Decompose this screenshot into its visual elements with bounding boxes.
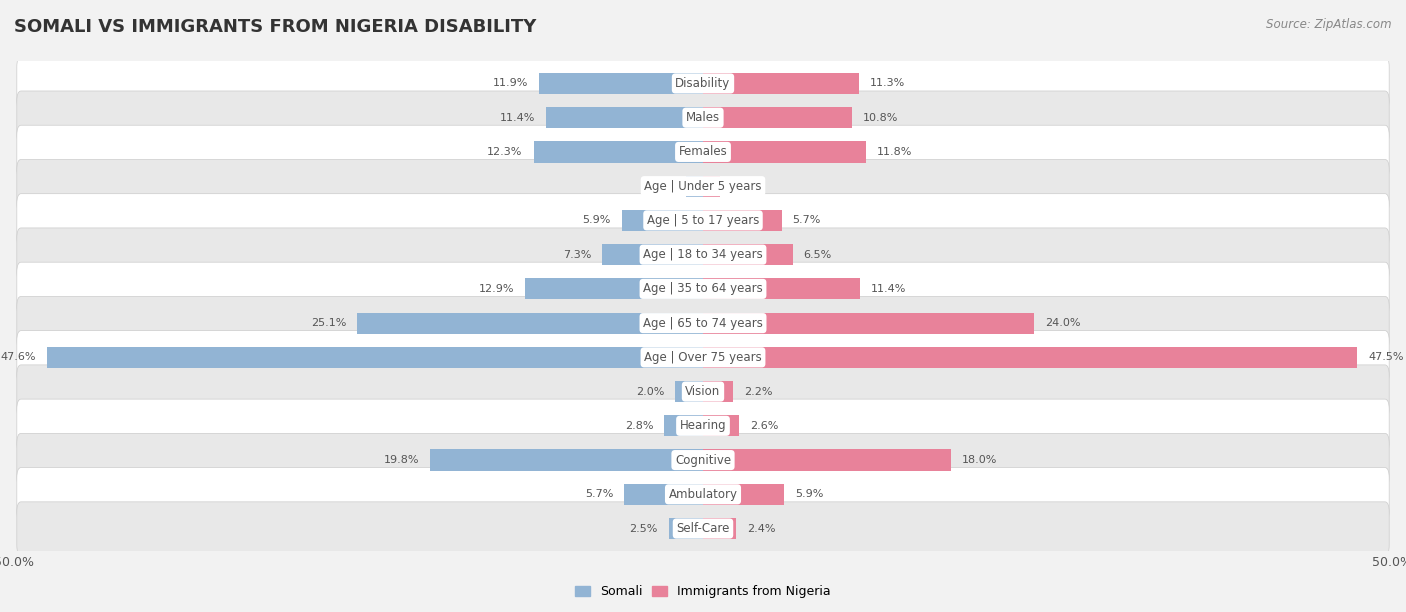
Legend: Somali, Immigrants from Nigeria: Somali, Immigrants from Nigeria [569,580,837,603]
FancyBboxPatch shape [17,91,1389,144]
Text: 2.4%: 2.4% [747,523,776,534]
Text: Self-Care: Self-Care [676,522,730,535]
Text: 25.1%: 25.1% [311,318,346,328]
Text: 6.5%: 6.5% [804,250,832,259]
Text: 12.3%: 12.3% [486,147,523,157]
Text: 2.6%: 2.6% [749,421,779,431]
Bar [703,449,950,471]
FancyBboxPatch shape [17,296,1389,350]
Bar [703,518,737,539]
Bar [624,483,703,505]
Text: 2.0%: 2.0% [636,387,665,397]
Text: Source: ZipAtlas.com: Source: ZipAtlas.com [1267,18,1392,31]
Text: 2.8%: 2.8% [624,421,654,431]
FancyBboxPatch shape [17,330,1389,384]
Text: 18.0%: 18.0% [962,455,997,465]
Bar [357,313,703,334]
Bar [621,210,703,231]
Bar [430,449,703,471]
FancyBboxPatch shape [17,365,1389,418]
Text: 5.9%: 5.9% [796,490,824,499]
Bar [703,73,859,94]
Text: 11.9%: 11.9% [492,78,529,89]
Bar [703,244,793,265]
Bar [533,141,703,163]
Text: 11.4%: 11.4% [499,113,534,122]
Text: Hearing: Hearing [679,419,727,432]
Text: Ambulatory: Ambulatory [668,488,738,501]
FancyBboxPatch shape [17,57,1389,110]
FancyBboxPatch shape [17,399,1389,452]
Bar [703,313,1033,334]
Bar [703,483,785,505]
Text: 47.5%: 47.5% [1368,353,1405,362]
FancyBboxPatch shape [17,125,1389,179]
Text: 7.3%: 7.3% [562,250,592,259]
Text: Age | 35 to 64 years: Age | 35 to 64 years [643,282,763,296]
Bar [546,107,703,129]
Bar [675,381,703,402]
Text: Vision: Vision [685,385,721,398]
FancyBboxPatch shape [17,160,1389,213]
Text: Cognitive: Cognitive [675,453,731,466]
Text: 5.9%: 5.9% [582,215,610,225]
Text: Age | Under 5 years: Age | Under 5 years [644,180,762,193]
FancyBboxPatch shape [17,468,1389,521]
Text: Females: Females [679,146,727,159]
FancyBboxPatch shape [17,262,1389,316]
Text: 11.3%: 11.3% [870,78,905,89]
Text: 11.8%: 11.8% [876,147,912,157]
Text: 19.8%: 19.8% [384,455,419,465]
Bar [703,278,860,299]
Bar [602,244,703,265]
FancyBboxPatch shape [17,502,1389,555]
Bar [665,415,703,436]
Text: Age | Over 75 years: Age | Over 75 years [644,351,762,364]
Text: 2.5%: 2.5% [628,523,658,534]
Bar [703,107,852,129]
Text: 24.0%: 24.0% [1045,318,1080,328]
Text: 47.6%: 47.6% [0,353,37,362]
Text: 5.7%: 5.7% [585,490,613,499]
Bar [703,210,782,231]
Text: 1.2%: 1.2% [731,181,759,191]
Text: 5.7%: 5.7% [793,215,821,225]
Text: 1.2%: 1.2% [647,181,675,191]
Bar [538,73,703,94]
Text: 2.2%: 2.2% [744,387,773,397]
Text: SOMALI VS IMMIGRANTS FROM NIGERIA DISABILITY: SOMALI VS IMMIGRANTS FROM NIGERIA DISABI… [14,18,537,36]
FancyBboxPatch shape [17,228,1389,282]
Text: Age | 5 to 17 years: Age | 5 to 17 years [647,214,759,227]
Bar [526,278,703,299]
Bar [48,347,703,368]
Bar [703,347,1358,368]
Bar [686,176,703,197]
Text: 10.8%: 10.8% [863,113,898,122]
FancyBboxPatch shape [17,194,1389,247]
Text: 11.4%: 11.4% [872,284,907,294]
Text: Disability: Disability [675,77,731,90]
Text: Age | 18 to 34 years: Age | 18 to 34 years [643,248,763,261]
FancyBboxPatch shape [17,433,1389,487]
Bar [669,518,703,539]
Text: Age | 65 to 74 years: Age | 65 to 74 years [643,316,763,330]
Text: Males: Males [686,111,720,124]
Bar [703,415,738,436]
Bar [703,381,734,402]
Bar [703,141,866,163]
Bar [703,176,720,197]
Text: 12.9%: 12.9% [478,284,515,294]
